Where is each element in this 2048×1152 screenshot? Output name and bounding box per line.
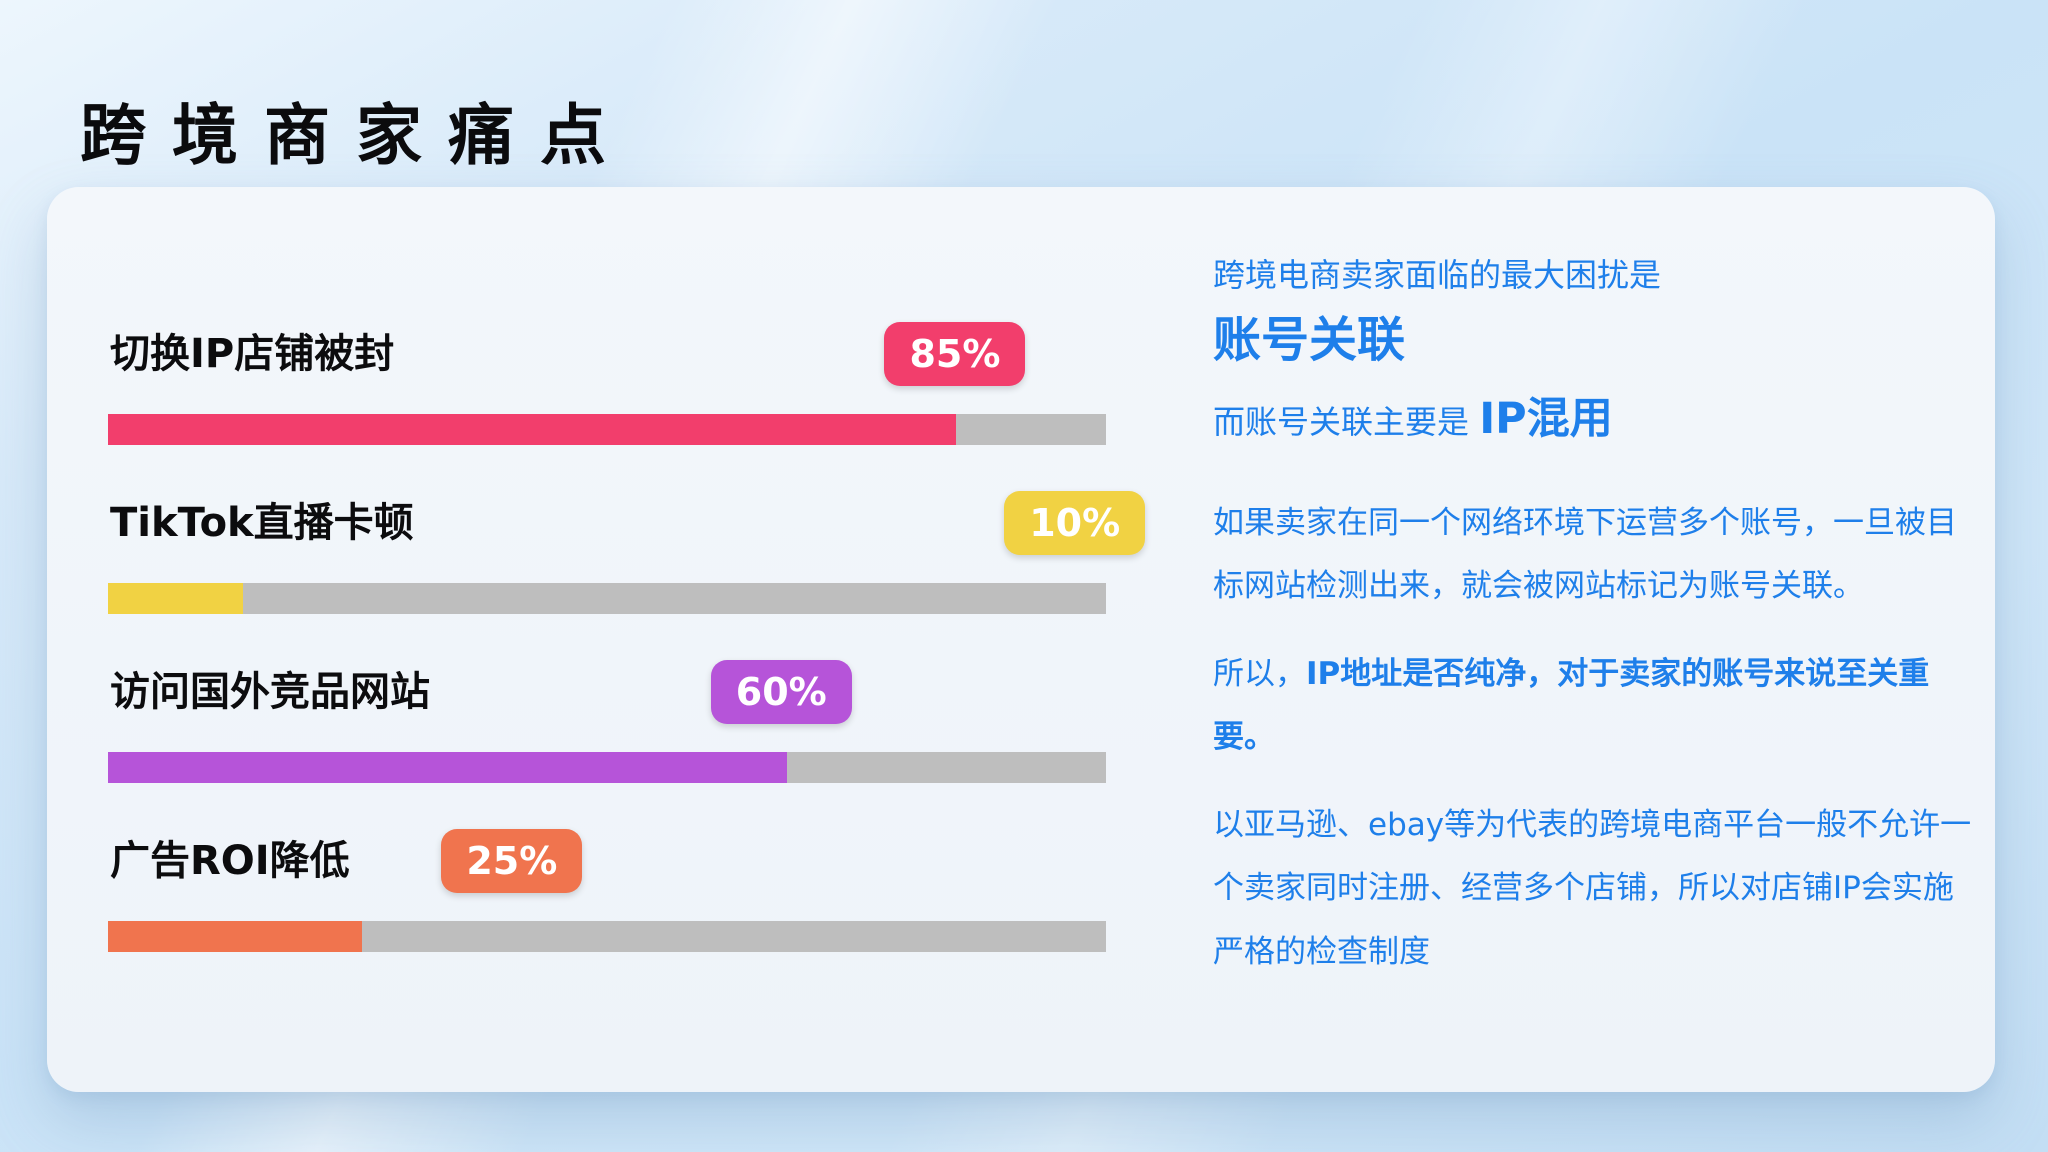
paragraph-ip-purity-bold: IP地址是否纯净，对于卖家的账号来说至关重要。: [1213, 655, 1930, 756]
bar-label: 访问国外竞品网站: [110, 669, 430, 715]
chart-row-header: 访问国外竞品网站 60%: [108, 660, 1106, 724]
bar-track: [108, 583, 1106, 614]
bar-track: [108, 414, 1106, 445]
bar-fill: [108, 921, 363, 952]
chart-row-header: 广告ROI降低 25%: [108, 829, 1106, 893]
value-badge: 60%: [710, 660, 852, 724]
paragraph-ip-purity-prefix: 所以，: [1213, 655, 1306, 692]
chart-row: 切换IP店铺被封 85%: [108, 322, 1106, 445]
pain-points-bar-chart: 切换IP店铺被封 85% TikTok直播卡顿 10% 访问国外竞品网站 60% 广告ROI…: [108, 322, 1146, 998]
chart-row-header: TikTok直播卡顿 10%: [108, 491, 1146, 555]
headline-account-association: 账号关联: [1213, 311, 1406, 368]
intro-line: 跨境电商卖家面临的最大困扰是: [1213, 256, 1662, 294]
value-badge: 10%: [1004, 491, 1146, 555]
bar-label: TikTok直播卡顿: [110, 500, 414, 546]
content-card: 切换IP店铺被封 85% TikTok直播卡顿 10% 访问国外竞品网站 60% 广告ROI…: [47, 187, 1995, 1092]
chart-row: 广告ROI降低 25%: [108, 829, 1106, 952]
bar-track: [108, 921, 1106, 952]
bar-label: 广告ROI降低: [110, 838, 350, 884]
subline-ip-mixing: 而账号关联主要是 IP混用: [1213, 392, 1973, 448]
chart-row: TikTok直播卡顿 10%: [108, 491, 1146, 614]
bar-fill: [108, 752, 787, 783]
chart-row: 访问国外竞品网站 60%: [108, 660, 1106, 783]
paragraph-ip-purity: 所以，IP地址是否纯净，对于卖家的账号来说至关重要。: [1213, 643, 1973, 770]
bar-label: 切换IP店铺被封: [110, 331, 395, 377]
bar-fill: [108, 414, 957, 445]
subline-highlight: IP混用: [1479, 393, 1613, 444]
value-badge: 85%: [884, 322, 1026, 386]
bar-track: [108, 752, 1106, 783]
paragraph-platform-rules: 以亚马逊、ebay等为代表的跨境电商平台一般不允许一个卖家同时注册、经营多个店铺…: [1213, 806, 1972, 970]
bar-fill: [108, 583, 243, 614]
paragraph-network-environment: 如果卖家在同一个网络环境下运营多个账号，一旦被目标网站检测出来，就会被网站标记为…: [1213, 504, 1957, 605]
chart-row-header: 切换IP店铺被封 85%: [108, 322, 1106, 386]
explanation-panel: 跨境电商卖家面临的最大困扰是 账号关联 而账号关联主要是 IP混用 如果卖家在同…: [1213, 253, 1973, 985]
page-title: 跨境商家痛点: [80, 97, 632, 174]
value-badge: 25%: [441, 829, 583, 893]
subline-prefix: 而账号关联主要是: [1213, 402, 1480, 441]
